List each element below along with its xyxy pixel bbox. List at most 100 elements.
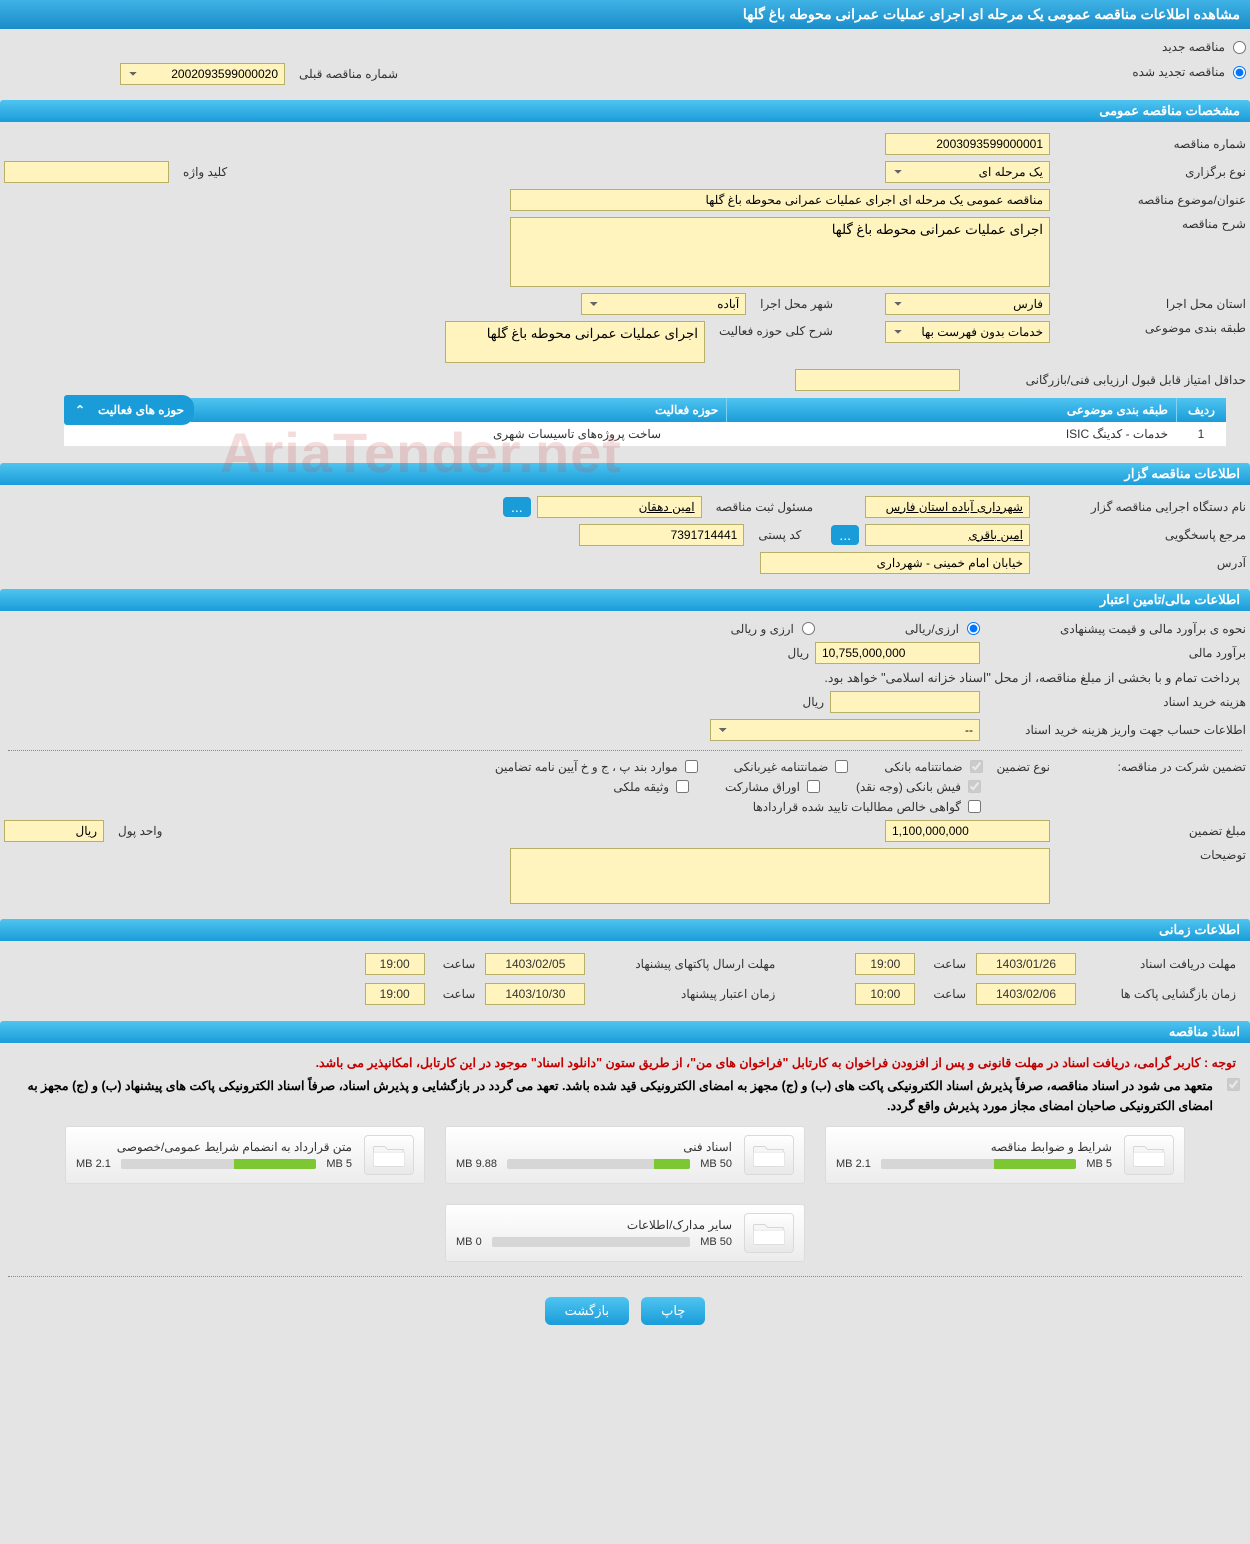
radio-pricing-opt1[interactable] — [967, 622, 980, 635]
tender-new-radio[interactable]: مناقصه جدید — [1162, 40, 1246, 54]
file-total: 50 MB — [700, 1236, 732, 1248]
guarantee-notes-textarea[interactable] — [510, 848, 1050, 904]
receive-deadline-time[interactable]: 19:00 — [855, 953, 915, 975]
submit-deadline-label: مهلت ارسال پاکتهای پیشنهاد — [595, 957, 775, 971]
print-button[interactable]: چاپ — [641, 1297, 705, 1325]
pricing-method-label: نحوه ی برآورد مالی و قیمت پیشنهادی — [986, 622, 1246, 636]
city-select[interactable]: آباده — [581, 293, 746, 315]
cb-property[interactable]: وثیقه ملکی — [613, 780, 689, 794]
section-owner-header: اطلاعات مناقصه گزار — [0, 463, 1250, 485]
cb-nonbank-guarantee[interactable]: ضمانتنامه غیربانکی — [734, 760, 849, 774]
file-card[interactable]: سایر مدارک/اطلاعات 50 MB 0 MB — [445, 1204, 805, 1262]
doc-fee-unit: ریال — [802, 695, 824, 709]
account-info-label: اطلاعات حساب جهت واریز هزینه خرید اسناد — [986, 723, 1246, 737]
activity-table-body: 1 خدمات - کدینگ ISIC ساخت پروژه‌های تاسی… — [64, 422, 1226, 447]
address-label: آدرس — [1036, 556, 1246, 570]
guarantee-notes-label: توضیحات — [1056, 848, 1246, 862]
docs-consent-checkbox[interactable] — [1227, 1078, 1240, 1091]
file-used: 2.1 MB — [76, 1158, 111, 1170]
cb-securities[interactable]: اوراق مشارکت — [725, 780, 820, 794]
back-button[interactable]: بازگشت — [545, 1297, 629, 1325]
registrar-label: مسئول ثبت مناقصه — [708, 500, 813, 514]
divider-bottom — [8, 1276, 1242, 1277]
agency-input[interactable] — [865, 496, 1030, 518]
submit-deadline-date[interactable]: 1403/02/05 — [485, 953, 585, 975]
responder-input[interactable] — [865, 524, 1030, 546]
file-progress-bar — [881, 1159, 1076, 1169]
scope-brief-textarea[interactable]: اجرای عملیات عمرانی محوطه باغ گلها — [445, 321, 705, 363]
payment-note: پرداخت تمام و با بخشی از مبلغ مناقصه، از… — [824, 670, 1246, 685]
file-progress-bar — [507, 1159, 690, 1169]
file-card[interactable]: اسناد فنی 50 MB 9.88 MB — [445, 1126, 805, 1184]
cb-bank-receipt[interactable]: فیش بانکی (وجه نقد) — [856, 780, 981, 794]
activity-title: حوزه های فعالیت — [92, 403, 190, 417]
estimate-label: برآورد مالی — [986, 646, 1246, 660]
responder-label: مرجع پاسخگویی — [1036, 528, 1246, 542]
opening-time-label: ساعت — [925, 987, 966, 1001]
subject-input[interactable] — [510, 189, 1050, 211]
keyword-input[interactable] — [4, 161, 169, 183]
min-score-input[interactable] — [795, 369, 960, 391]
submit-deadline-time[interactable]: 19:00 — [365, 953, 425, 975]
description-textarea[interactable]: اجرای عملیات عمرانی محوطه باغ گلها — [510, 217, 1050, 287]
currency-label: واحد پول — [110, 824, 162, 838]
page-title-bar: مشاهده اطلاعات مناقصه عمومی یک مرحله ای … — [0, 0, 1250, 29]
agency-label: نام دستگاه اجرایی مناقصه گزار — [1036, 500, 1246, 514]
validity-label: زمان اعتبار پیشنهاد — [595, 987, 775, 1001]
radio-pricing-opt2[interactable] — [802, 622, 815, 635]
guarantee-amount-input[interactable] — [885, 820, 1050, 842]
file-card[interactable]: شرایط و ضوابط مناقصه 5 MB 2.1 MB — [825, 1126, 1185, 1184]
province-select[interactable]: فارس — [885, 293, 1050, 315]
holding-type-select[interactable]: یک مرحله ای — [885, 161, 1050, 183]
currency-input[interactable] — [4, 820, 104, 842]
classification-label: طبقه بندی موضوعی — [1056, 321, 1246, 335]
radio-renewed[interactable] — [1233, 66, 1246, 79]
doc-fee-label: هزینه خرید اسناد — [986, 695, 1246, 709]
subject-label: عنوان/موضوع مناقصه — [1056, 193, 1246, 207]
address-input[interactable] — [760, 552, 1030, 574]
receive-deadline-date[interactable]: 1403/01/26 — [976, 953, 1076, 975]
file-cards-container: شرایط و ضوابط مناقصه 5 MB 2.1 MB اسناد ف… — [4, 1118, 1246, 1270]
submit-time-label: ساعت — [435, 957, 476, 971]
file-used: 0 MB — [456, 1236, 482, 1248]
holding-type-label: نوع برگزاری — [1056, 165, 1246, 179]
opening-time[interactable]: 10:00 — [855, 983, 915, 1005]
radio-new[interactable] — [1233, 41, 1246, 54]
validity-date[interactable]: 1403/10/30 — [485, 983, 585, 1005]
th-idx: ردیف — [1176, 398, 1226, 422]
classification-select[interactable]: خدمات بدون فهرست بها — [885, 321, 1050, 343]
pricing-opt2-radio[interactable]: ارزی و ریالی — [731, 622, 815, 636]
cb-bank-guarantee[interactable]: ضمانتنامه بانکی — [884, 760, 982, 774]
responder-more-button[interactable]: ... — [831, 525, 859, 545]
prev-number-select[interactable]: 2002093599000020 — [120, 63, 285, 85]
tender-renewed-radio[interactable]: مناقصه تجدید شده — [1132, 65, 1246, 79]
table-row: 1 خدمات - کدینگ ISIC ساخت پروژه‌های تاسی… — [64, 422, 1226, 447]
divider — [8, 750, 1242, 751]
doc-fee-input[interactable] — [830, 691, 980, 713]
folder-icon — [364, 1135, 414, 1175]
cb-bylaw[interactable]: موارد بند پ ، ج و خ آیین نامه تضامین — [495, 760, 698, 774]
estimate-input[interactable] — [815, 642, 980, 664]
folder-icon — [744, 1213, 794, 1253]
file-used: 2.1 MB — [836, 1158, 871, 1170]
cb-contract-cert[interactable]: گواهی خالص مطالبات تایید شده قراردادها — [753, 800, 981, 814]
section-general-header: مشخصات مناقصه عمومی — [0, 100, 1250, 122]
toggle-activity-icon[interactable]: ⌃ — [68, 398, 92, 422]
validity-time-label: ساعت — [435, 987, 476, 1001]
account-info-select[interactable]: -- — [710, 719, 980, 741]
pricing-opt1-radio[interactable]: ارزی/ریالی — [905, 622, 980, 636]
registrar-more-button[interactable]: ... — [503, 497, 531, 517]
file-used: 9.88 MB — [456, 1158, 497, 1170]
postal-input[interactable] — [579, 524, 744, 546]
pricing-opt1-label: ارزی/ریالی — [905, 622, 959, 636]
province-label: استان محل اجرا — [1056, 297, 1246, 311]
tender-number-input[interactable] — [885, 133, 1050, 155]
radio-new-label: مناقصه جدید — [1162, 40, 1225, 54]
opening-date[interactable]: 1403/02/06 — [976, 983, 1076, 1005]
file-card[interactable]: متن قرارداد به انضمام شرایط عمومی/خصوصی … — [65, 1126, 425, 1184]
validity-time[interactable]: 19:00 — [365, 983, 425, 1005]
folder-icon — [1124, 1135, 1174, 1175]
td-scope: ساخت پروژه‌های تاسیسات شهری — [64, 422, 669, 446]
section-timing-header: اطلاعات زمانی — [0, 919, 1250, 941]
registrar-input[interactable] — [537, 496, 702, 518]
